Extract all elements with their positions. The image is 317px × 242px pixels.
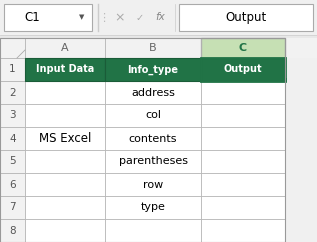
Bar bbox=[105, 58, 201, 81]
Bar bbox=[25, 38, 105, 58]
Bar bbox=[25, 150, 105, 173]
Bar bbox=[25, 219, 105, 242]
Bar bbox=[179, 4, 313, 31]
Bar bbox=[105, 219, 201, 242]
Bar bbox=[201, 173, 285, 196]
Bar bbox=[0, 150, 25, 173]
Bar bbox=[0, 38, 25, 58]
Bar bbox=[201, 127, 285, 150]
Bar bbox=[105, 127, 201, 150]
Text: B: B bbox=[149, 43, 157, 53]
Bar bbox=[0, 38, 317, 58]
Bar bbox=[201, 58, 285, 81]
Text: Output: Output bbox=[225, 11, 267, 24]
Bar bbox=[0, 196, 25, 219]
Bar bbox=[201, 38, 285, 58]
Text: 8: 8 bbox=[9, 226, 16, 235]
Text: ×: × bbox=[115, 11, 125, 24]
Text: 3: 3 bbox=[9, 111, 16, 121]
Bar bbox=[0, 173, 25, 196]
Bar bbox=[0, 0, 317, 35]
Bar bbox=[105, 173, 201, 196]
Bar bbox=[201, 196, 285, 219]
Bar bbox=[25, 58, 105, 81]
Bar bbox=[201, 58, 285, 81]
Text: ▼: ▼ bbox=[79, 15, 85, 21]
Bar bbox=[25, 196, 105, 219]
Bar bbox=[0, 127, 25, 150]
Bar bbox=[0, 38, 285, 242]
Bar bbox=[201, 150, 285, 173]
Text: col: col bbox=[145, 111, 161, 121]
Text: ⋮: ⋮ bbox=[99, 13, 110, 23]
Bar bbox=[283, 78, 287, 82]
Bar bbox=[201, 104, 285, 127]
Bar bbox=[25, 127, 105, 150]
Text: 1: 1 bbox=[9, 65, 16, 75]
Bar bbox=[105, 81, 201, 104]
Bar bbox=[105, 196, 201, 219]
Bar bbox=[105, 38, 201, 58]
Bar bbox=[105, 104, 201, 127]
Text: Info_type: Info_type bbox=[127, 64, 178, 75]
Text: fx: fx bbox=[155, 13, 165, 23]
Text: address: address bbox=[131, 88, 175, 98]
Bar bbox=[25, 58, 105, 81]
Text: 2: 2 bbox=[9, 88, 16, 98]
Text: 5: 5 bbox=[9, 157, 16, 166]
Bar bbox=[0, 104, 25, 127]
Bar bbox=[105, 150, 201, 173]
Bar bbox=[0, 35, 317, 38]
Bar bbox=[105, 58, 201, 81]
Text: 6: 6 bbox=[9, 180, 16, 189]
Text: MS Excel: MS Excel bbox=[39, 132, 91, 145]
Text: contents: contents bbox=[129, 134, 177, 144]
Text: C1: C1 bbox=[24, 11, 40, 24]
Bar bbox=[25, 104, 105, 127]
Text: parentheses: parentheses bbox=[119, 157, 187, 166]
Bar bbox=[0, 58, 25, 81]
Text: Input Data: Input Data bbox=[36, 65, 94, 75]
Text: 7: 7 bbox=[9, 203, 16, 212]
Text: type: type bbox=[140, 203, 165, 212]
Text: 4: 4 bbox=[9, 134, 16, 144]
Bar bbox=[4, 4, 92, 31]
Bar bbox=[0, 81, 25, 104]
Bar bbox=[201, 81, 285, 104]
Text: ✓: ✓ bbox=[136, 13, 144, 23]
Text: Output: Output bbox=[224, 65, 262, 75]
Bar bbox=[201, 219, 285, 242]
Bar bbox=[201, 58, 285, 81]
Bar bbox=[25, 173, 105, 196]
Text: row: row bbox=[143, 180, 163, 189]
Bar bbox=[25, 81, 105, 104]
Bar bbox=[0, 219, 25, 242]
Text: A: A bbox=[61, 43, 69, 53]
Text: C: C bbox=[239, 43, 247, 53]
